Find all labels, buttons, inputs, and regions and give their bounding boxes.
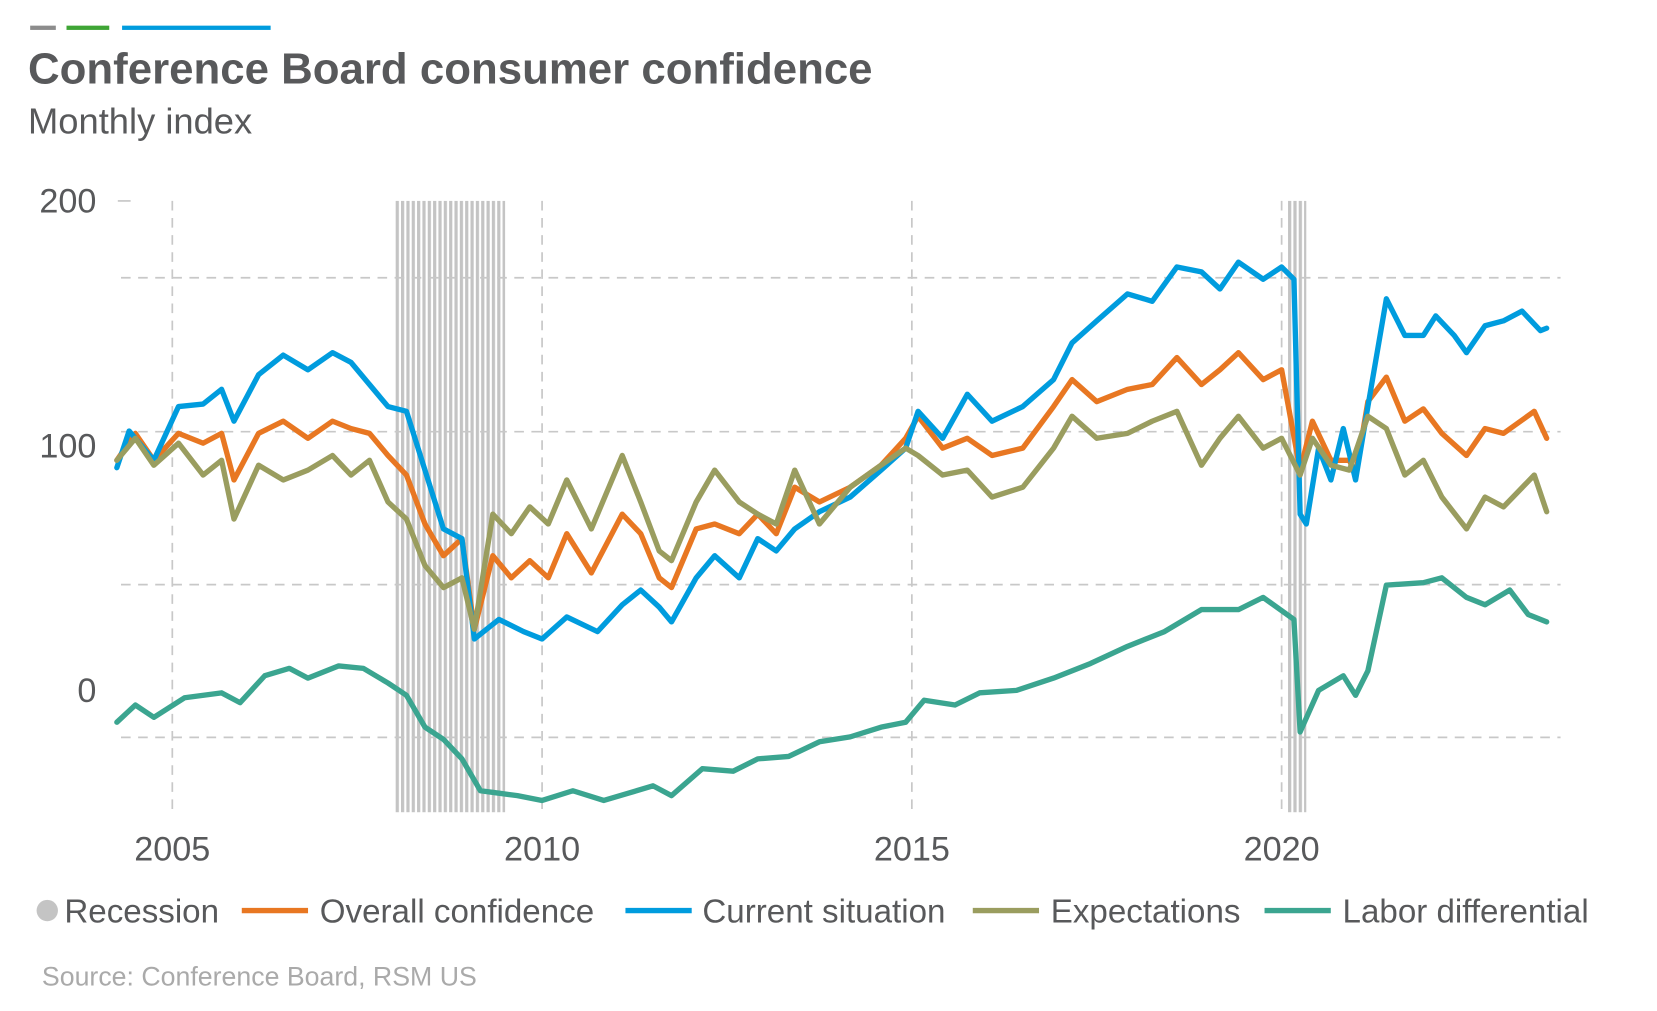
header-bar xyxy=(30,25,56,30)
legend-recession-marker xyxy=(36,899,58,922)
chart-subtitle: Monthly index xyxy=(28,101,252,142)
series-line-labor-differential xyxy=(114,575,1550,804)
header-accent-bars xyxy=(30,25,271,30)
series-line-expectations xyxy=(114,408,1550,632)
x-tick-label: 2015 xyxy=(874,830,950,868)
legend-label: Current situation xyxy=(702,893,945,930)
recession-band xyxy=(1287,200,1307,813)
header-bar xyxy=(66,25,110,30)
plot-area: 200 100 0 2005 2010 2015 2020 xyxy=(39,183,1561,868)
y-tick-label: 0 xyxy=(77,672,96,710)
legend-label: Overall confidence xyxy=(320,893,594,930)
legend: Recession Overall confidence Current situa… xyxy=(36,893,1589,930)
y-tick-label: 100 xyxy=(39,427,96,465)
x-tick-label: 2005 xyxy=(134,830,210,868)
legend-label-recession: Recession xyxy=(64,893,219,930)
series-line-overall-confidence xyxy=(114,350,1550,632)
recession-band xyxy=(394,200,506,813)
legend-label: Expectations xyxy=(1051,893,1241,930)
series-line-current-situation xyxy=(114,259,1550,642)
source-note: Source: Conference Board, RSM US xyxy=(42,961,477,991)
y-tick-label: 200 xyxy=(39,183,96,221)
header-bar xyxy=(122,25,271,30)
x-tick-label: 2010 xyxy=(504,830,580,868)
x-tick-label: 2020 xyxy=(1244,830,1320,868)
chart-title: Conference Board consumer confidence xyxy=(28,44,873,93)
legend-label: Labor differential xyxy=(1343,893,1589,930)
